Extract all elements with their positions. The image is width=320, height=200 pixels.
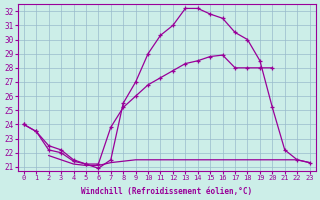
X-axis label: Windchill (Refroidissement éolien,°C): Windchill (Refroidissement éolien,°C): [81, 187, 252, 196]
